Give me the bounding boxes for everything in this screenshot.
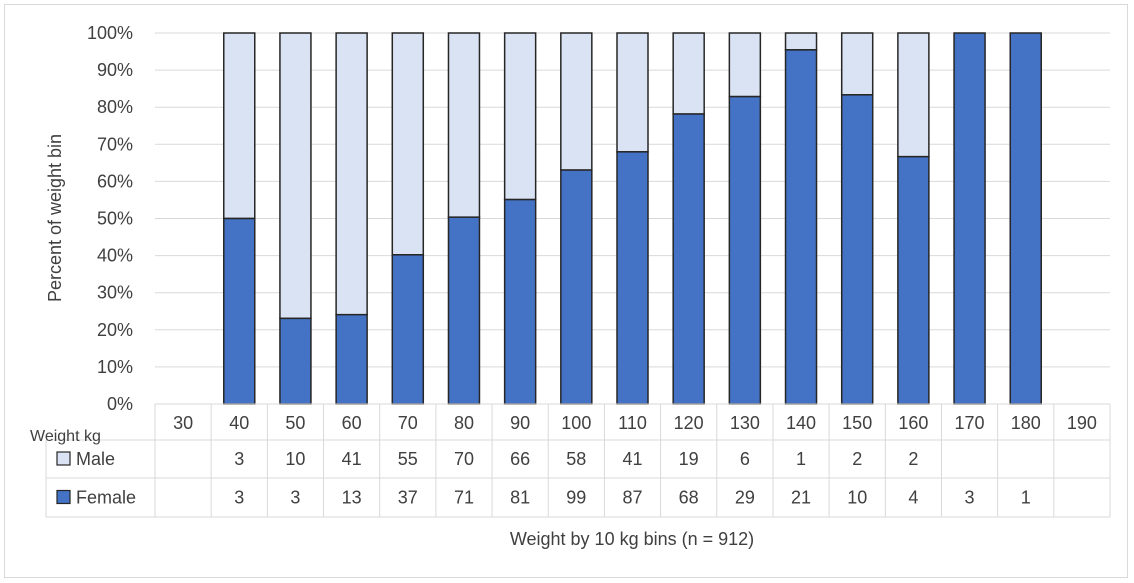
category-header-label: Weight kg	[30, 428, 101, 445]
data-label: 41	[342, 449, 362, 469]
bar-male	[503, 32, 537, 201]
x-tick-label: 30	[173, 413, 193, 433]
data-label: 99	[566, 488, 586, 508]
y-axis-label: Percent of weight bin	[45, 134, 65, 302]
x-tick-label: 130	[730, 413, 760, 433]
legend-label-female: Female	[76, 488, 136, 508]
data-label: 19	[679, 449, 699, 469]
data-label: 55	[398, 449, 418, 469]
x-tick-label: 90	[510, 413, 530, 433]
y-tick-label: 0%	[107, 394, 133, 414]
x-tick-label: 50	[285, 413, 305, 433]
y-tick-label: 10%	[97, 357, 133, 377]
data-label: 4	[908, 488, 918, 508]
data-label: 3	[234, 449, 244, 469]
x-tick-label: 180	[1011, 413, 1041, 433]
x-tick-label: 40	[229, 413, 249, 433]
bar-male	[728, 32, 762, 98]
data-label: 2	[908, 449, 918, 469]
data-label: 68	[679, 488, 699, 508]
bar-male	[447, 32, 481, 218]
data-label: 13	[342, 488, 362, 508]
y-tick-label: 90%	[97, 60, 133, 80]
x-tick-label: 150	[842, 413, 872, 433]
x-tick-label: 160	[898, 413, 928, 433]
bar-female	[391, 254, 425, 405]
bar-male	[840, 32, 874, 96]
bar-male	[784, 32, 818, 51]
y-tick-label: 80%	[97, 97, 133, 117]
bar-female	[897, 155, 930, 405]
data-label: 10	[847, 488, 867, 508]
x-tick-label: 120	[674, 413, 704, 433]
bar-male	[672, 32, 705, 115]
data-label: 37	[398, 488, 418, 508]
bar-female	[728, 95, 762, 405]
data-label: 29	[735, 488, 755, 508]
bar-female	[784, 49, 818, 405]
data-label: 70	[454, 449, 474, 469]
data-label: 10	[285, 449, 305, 469]
y-tick-label: 70%	[97, 134, 133, 154]
bar-female	[335, 313, 368, 405]
bar-female	[447, 216, 481, 405]
x-tick-label: 140	[786, 413, 816, 433]
x-tick-label: 60	[342, 413, 362, 433]
bar-male	[616, 32, 649, 153]
bar-female	[279, 317, 312, 405]
data-label: 2	[852, 449, 862, 469]
y-axis-ticks: 0% 10% 20% 30% 40% 50% 60% 70% 80% 90% 100%	[87, 23, 133, 414]
bar-female	[616, 151, 649, 405]
bar-female	[503, 198, 537, 405]
y-tick-label: 60%	[97, 171, 133, 191]
data-label: 1	[1021, 488, 1031, 508]
bar-female	[672, 113, 705, 405]
bar-male	[223, 32, 256, 220]
data-label: 3	[290, 488, 300, 508]
data-label: 66	[510, 449, 530, 469]
data-label: 1	[796, 449, 806, 469]
data-label: 21	[791, 488, 811, 508]
data-label: 6	[740, 449, 750, 469]
bar-male	[560, 32, 593, 171]
bar-male	[391, 32, 425, 256]
data-label: 71	[454, 488, 474, 508]
x-tick-label: 190	[1067, 413, 1097, 433]
legend-swatch-male	[56, 451, 71, 466]
x-axis-label: Weight by 10 kg bins (n = 912)	[510, 529, 754, 549]
x-tick-label: 80	[454, 413, 474, 433]
bar-female	[840, 94, 874, 405]
data-label: 3	[965, 488, 975, 508]
data-label: 81	[510, 488, 530, 508]
legend-label-male: Male	[76, 449, 115, 469]
x-tick-label: 110	[618, 413, 647, 433]
x-tick-label: 70	[398, 413, 418, 433]
bar-female	[1009, 32, 1042, 405]
bar-female	[953, 32, 986, 405]
bar-male	[279, 32, 312, 320]
data-label: 41	[622, 449, 642, 469]
data-label: 3	[234, 488, 244, 508]
y-tick-label: 40%	[97, 246, 133, 266]
bar-male	[897, 32, 930, 158]
legend-swatch-female	[56, 489, 71, 505]
y-tick-label: 20%	[97, 320, 133, 340]
bar-female	[560, 169, 593, 405]
bar-male	[335, 32, 368, 316]
data-label: 58	[566, 449, 586, 469]
data-label: 87	[622, 488, 642, 508]
y-tick-label: 50%	[97, 209, 133, 229]
y-tick-label: 100%	[87, 23, 133, 43]
y-tick-label: 30%	[97, 283, 133, 303]
x-tick-label: 100	[561, 413, 591, 433]
bar-female	[223, 217, 256, 405]
x-tick-label: 170	[955, 413, 985, 433]
bars	[223, 32, 1042, 405]
